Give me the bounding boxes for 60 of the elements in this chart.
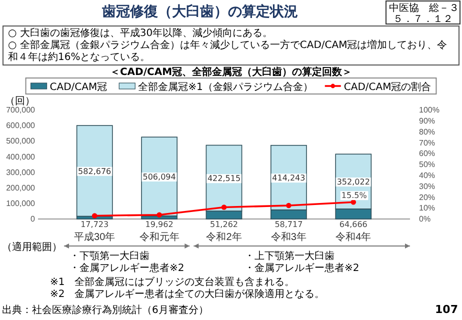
- text: （適用範囲）: [2, 241, 62, 253]
- y2-tick-label: 100%: [419, 106, 440, 115]
- data-label: 506,094: [142, 172, 176, 182]
- y-axis-title: （回）: [5, 96, 35, 107]
- y-tick-label: 400,000: [6, 152, 36, 162]
- y-tick-label: 600,000: [6, 121, 36, 130]
- y2-tick-label: 30%: [419, 182, 436, 191]
- data-label: 19,962: [145, 220, 174, 229]
- data-label: 64,666: [339, 220, 368, 229]
- y-tick-label: 100,000: [6, 198, 36, 208]
- data-label: 17,723: [80, 220, 109, 229]
- y-tick-label: 200,000: [6, 183, 36, 192]
- text: ○ 全部金属冠（金銀パラジウム合金）は年々減少している一方でCAD/CAM冠は増加しており、令和４年は約16%となっている。: [8, 39, 448, 63]
- x-tick-label: 平成30年: [74, 231, 116, 243]
- data-label: 58,717: [274, 220, 303, 229]
- y2-tick-label: 50%: [419, 160, 436, 170]
- legend-label: CAD/CAM冠の割合: [344, 81, 432, 93]
- source-note: 出典：社会医療診療行為別統計（6月審査分）: [2, 304, 208, 316]
- chart-subtitle: ＜CAD/CAM冠、全部金属冠（大臼歯）の算定回数＞: [110, 66, 352, 78]
- text: ・金属アレルギー患者※2: [244, 262, 360, 274]
- text: ・金属アレルギー患者※2: [69, 262, 184, 274]
- legend-label: 全部金属冠※1（金銀パラジウム合金）: [138, 81, 313, 93]
- data-label: 352,022: [336, 178, 370, 187]
- y2-tick-label: 80%: [419, 127, 436, 136]
- text: ○ 大臼歯の歯冠修復は、平成30年以降、減少傾向にある。: [8, 27, 273, 39]
- data-label: 414,243: [272, 174, 306, 183]
- y2-tick-label: 60%: [419, 149, 436, 158]
- y2-tick-label: 40%: [419, 170, 436, 180]
- text: ５．７．１２: [393, 14, 453, 25]
- text: ・上下顎第一大臼歯: [244, 250, 334, 262]
- y-tick-label: 700,000: [6, 106, 36, 115]
- x-tick-label: 令和元年: [139, 231, 180, 243]
- y2-tick-label: 10%: [419, 204, 436, 213]
- data-label: 582,676: [78, 166, 112, 176]
- data-label: 422,515: [207, 174, 241, 184]
- y2-tick-label: 90%: [419, 116, 436, 126]
- y-tick-label: 300,000: [6, 168, 36, 177]
- text: 107: [435, 303, 458, 316]
- point: [92, 213, 98, 218]
- y2-tick-label: 70%: [419, 138, 436, 148]
- legend-label: CAD/CAM冠: [50, 82, 108, 93]
- y-tick-label: 0: [30, 214, 36, 224]
- x-tick-label: 令和2年: [206, 231, 242, 243]
- data-label: 15.5%: [341, 191, 368, 200]
- bar: [76, 125, 113, 217]
- point: [221, 204, 227, 210]
- y2-tick-label: 0%: [419, 214, 431, 224]
- chart-title: 歯冠修復（大臼歯）の算定状況: [101, 3, 298, 20]
- text: ・下顎第一大臼歯: [69, 250, 150, 262]
- text: ※1 全部金属冠にはブリッジの支台装置も含まれる。: [50, 276, 295, 288]
- data-label: 51,262: [210, 220, 238, 229]
- text: ※2 金属アレルギー患者は全ての大臼歯が保険適用となる。: [50, 288, 325, 300]
- y-tick-label: 500,000: [6, 136, 36, 146]
- point: [286, 202, 292, 208]
- x-tick-label: 令和3年: [270, 231, 306, 243]
- x-tick-label: 令和4年: [336, 231, 372, 243]
- text: 中医協 総－３: [389, 2, 459, 14]
- y2-tick-label: 20%: [419, 192, 436, 202]
- bar: [141, 136, 178, 216]
- point: [156, 212, 162, 218]
